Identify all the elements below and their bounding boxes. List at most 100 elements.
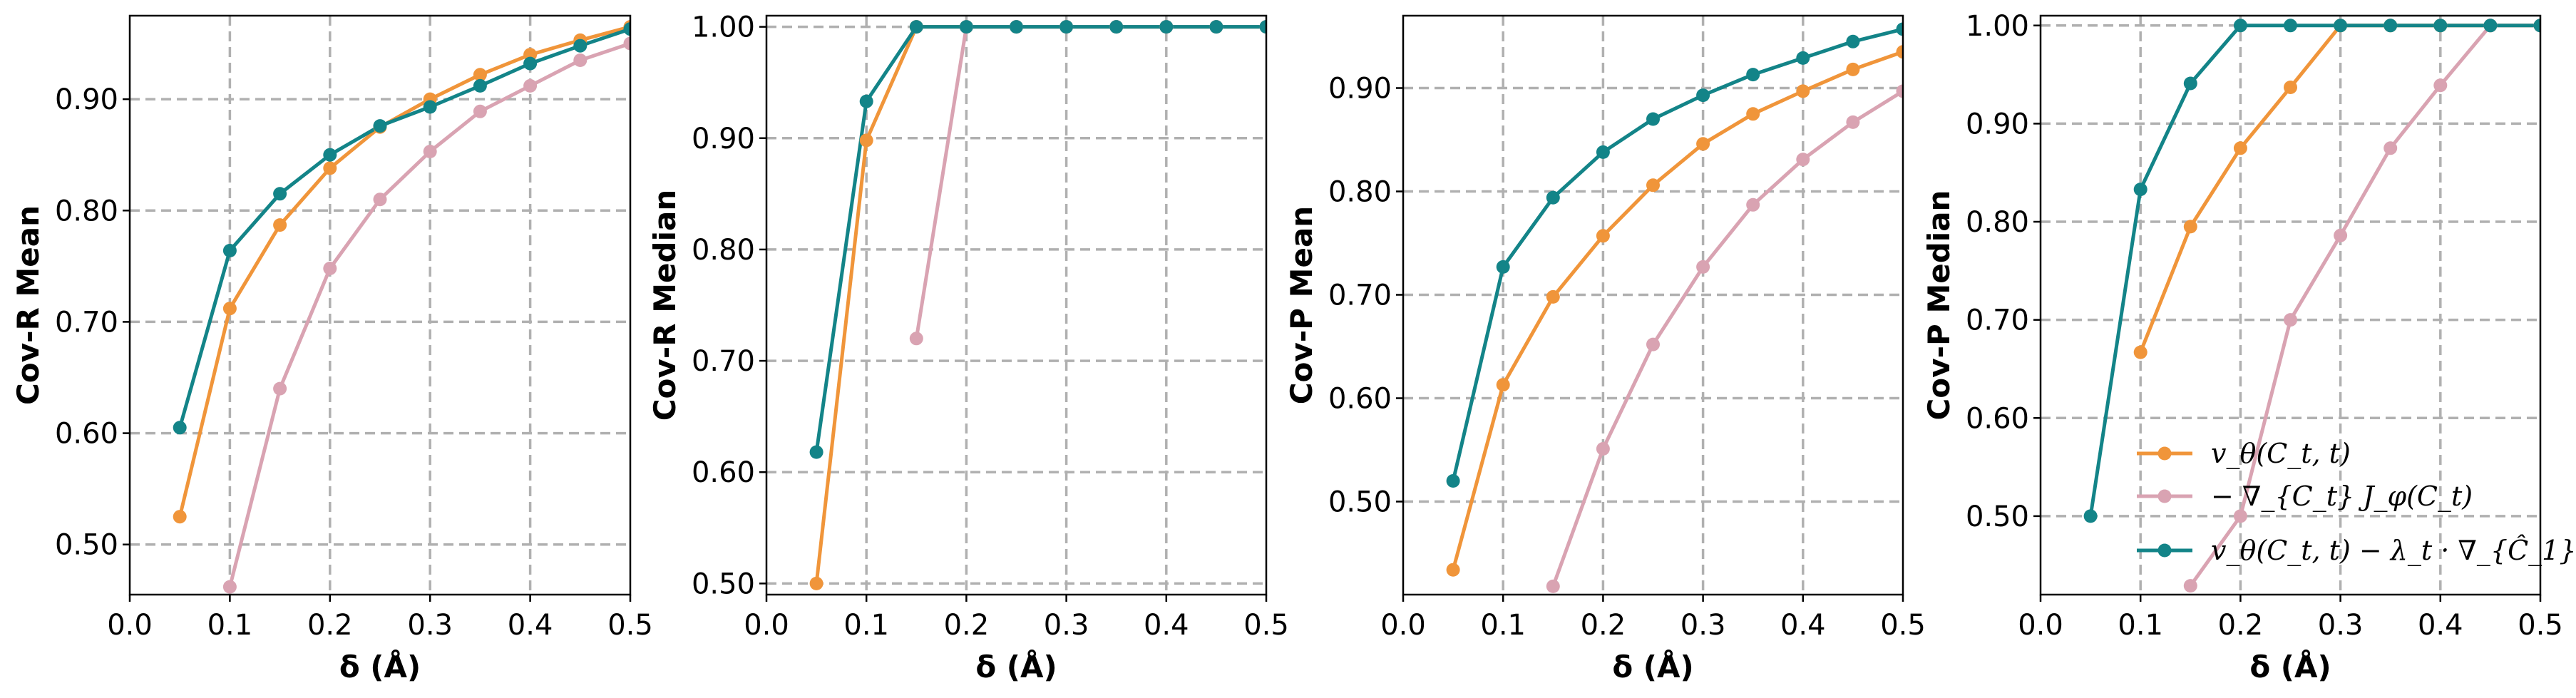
data-point	[373, 193, 387, 207]
y-tick-label: 0.80	[692, 234, 755, 267]
data-point	[2483, 19, 2498, 33]
series-line-2	[1551, 89, 1903, 588]
y-tick-label: 0.70	[692, 345, 755, 378]
data-point	[2183, 76, 2197, 91]
y-tick-label: 0.80	[55, 195, 118, 227]
data-point	[1646, 337, 1660, 351]
series-line-1	[814, 25, 1266, 585]
x-tick-label: 0.3	[1680, 609, 1726, 642]
data-point	[1896, 45, 1903, 59]
data-point	[573, 53, 587, 67]
x-tick-label: 0.5	[1243, 609, 1289, 642]
data-point	[1446, 474, 1460, 488]
series-line-3	[178, 27, 630, 430]
x-axis-label: δ (Å)	[975, 649, 1057, 684]
data-point	[1596, 145, 1610, 159]
data-point	[1646, 112, 1660, 126]
data-point	[2433, 78, 2448, 93]
y-axis-label: Cov-P Mean	[1284, 206, 1319, 404]
data-point	[1546, 579, 1560, 593]
data-point	[1696, 88, 1710, 103]
data-point	[523, 56, 538, 71]
x-tick-label: 0.0	[744, 609, 789, 642]
y-tick-label: 0.50	[1328, 486, 1392, 519]
data-point	[173, 510, 187, 524]
data-point	[809, 445, 823, 459]
data-point	[1496, 378, 1510, 392]
series-line-1	[178, 25, 630, 519]
y-tick-label: 0.50	[55, 529, 118, 562]
y-axis-label: Cov-P Median	[1921, 190, 1956, 421]
data-point	[1846, 62, 1860, 76]
data-point	[2183, 579, 2197, 593]
data-point	[2284, 81, 2297, 94]
chart-panel-3: 0.0 0.1 0.2 0.3 0.4 0.5 0.50 0.60 0.70 0.80 0.90 δ …	[1284, 14, 1926, 684]
y-tick-label: 0.70	[1966, 304, 2029, 337]
series-group	[1446, 22, 1903, 593]
data-point	[473, 78, 487, 93]
data-point	[2233, 141, 2247, 155]
data-point	[273, 187, 287, 201]
data-point	[1796, 153, 1810, 167]
series-group	[809, 20, 1266, 590]
data-point	[323, 262, 337, 275]
x-axis-label: δ (Å)	[2249, 649, 2331, 684]
data-point	[859, 94, 873, 108]
chart-panel-4: 0.0 0.1 0.2 0.3 0.4 0.5 0.50 0.60 0.70 0.80 0.90 1.…	[1921, 10, 2563, 684]
plot-frame	[128, 14, 632, 596]
series-line-2	[2188, 24, 2540, 588]
data-point	[1696, 137, 1710, 151]
legend-swatch-marker	[2157, 543, 2172, 558]
x-axis-label: δ (Å)	[1612, 649, 1693, 684]
data-point	[909, 20, 923, 34]
data-point	[2284, 313, 2297, 327]
data-point	[2133, 345, 2147, 359]
series-line-2	[914, 25, 1266, 341]
plot-frame	[2039, 14, 2542, 596]
x-tick-label: 0.4	[508, 609, 553, 642]
x-tick-label: 0.5	[2518, 609, 2563, 642]
data-point	[2183, 220, 2197, 234]
data-point	[1596, 229, 1610, 243]
legend-entry-label: v_θ(C_t, t)	[2211, 438, 2351, 470]
y-tick-label: 0.50	[692, 568, 755, 600]
y-axis-label: Cov-R Median	[647, 190, 682, 421]
data-point	[2083, 509, 2098, 523]
x-tick-label: 0.5	[1880, 609, 1926, 642]
data-point	[2133, 183, 2147, 197]
data-point	[1896, 84, 1903, 98]
data-point	[222, 302, 237, 316]
data-point	[1696, 260, 1710, 274]
series-group	[173, 20, 630, 594]
x-tick-label: 0.2	[944, 609, 990, 642]
x-tick-label: 0.0	[2018, 609, 2063, 642]
data-point	[1746, 68, 1760, 82]
y-tick-label: 0.80	[1328, 176, 1392, 209]
data-point	[1010, 20, 1023, 34]
data-point	[2233, 509, 2247, 523]
x-tick-label: 0.5	[607, 609, 653, 642]
data-point	[273, 218, 287, 232]
series-line-3	[814, 25, 1266, 454]
x-tick-label: 0.1	[2118, 609, 2163, 642]
data-point	[222, 580, 237, 594]
data-point	[1646, 178, 1660, 193]
data-point	[623, 36, 630, 51]
series-line-3	[2088, 24, 2540, 518]
data-point	[1596, 442, 1610, 456]
y-tick-label: 0.60	[1966, 402, 2029, 435]
data-point	[1496, 260, 1510, 274]
legend-swatch-marker	[2157, 489, 2172, 503]
y-tick-label: 0.70	[1328, 279, 1392, 312]
x-tick-label: 0.0	[107, 609, 153, 642]
y-tick-label: 0.90	[1328, 73, 1392, 106]
x-tick-label: 0.3	[2318, 609, 2364, 642]
series-line-3	[1451, 27, 1903, 483]
data-point	[1259, 20, 1266, 34]
x-tick-label: 0.3	[1044, 609, 1089, 642]
chart-panel-2: 0.0 0.1 0.2 0.3 0.4 0.5 0.50 0.60 0.70 0.80 0.90 1.…	[647, 11, 1289, 684]
data-point	[523, 78, 538, 93]
y-tick-label: 0.60	[1328, 383, 1392, 416]
data-point	[573, 39, 587, 53]
